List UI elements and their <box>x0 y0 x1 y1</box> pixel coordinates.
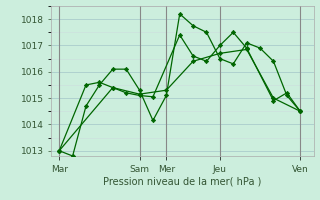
X-axis label: Pression niveau de la mer( hPa ): Pression niveau de la mer( hPa ) <box>103 177 261 187</box>
